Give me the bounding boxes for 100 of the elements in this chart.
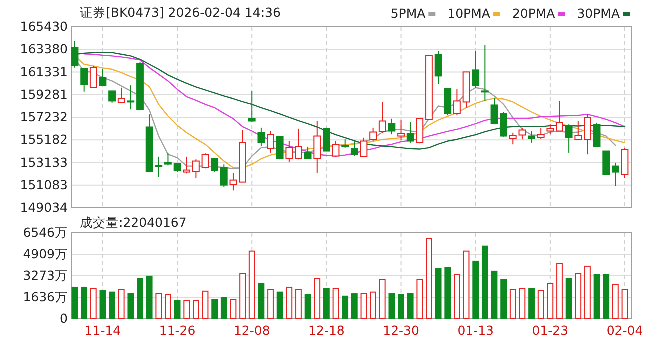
bar [314,278,321,320]
bar [510,289,516,320]
candlestick [500,112,508,138]
candlestick [612,162,620,187]
bar [332,288,340,320]
bar [137,278,144,320]
candlestick [90,66,98,88]
candlestick [118,87,126,104]
bar [90,288,97,320]
bar [407,293,414,320]
legend-label: 5PMA [390,6,426,21]
candlestick [304,146,312,160]
bar [622,289,628,320]
bar [491,270,498,320]
bar [146,276,153,320]
candlestick [127,85,135,110]
x-tick-label: 01-23 [532,322,569,338]
candlestick [528,130,536,144]
y-tick-label: 153133 [20,154,68,170]
candlestick [276,136,284,160]
legend-label: 20PMA [512,6,556,21]
legend-label: 30PMA [577,6,620,21]
candlestick [370,127,378,142]
y-tick-label: 151083 [20,177,68,192]
candlestick [80,68,88,92]
x-tick-label: 02-04 [606,322,644,338]
bar [388,293,396,320]
candlestick [406,122,414,144]
bar [612,284,619,320]
bar [276,292,284,320]
candlestick [99,68,107,87]
bar [184,300,190,320]
bar [72,286,78,320]
x-tick-label: 12-30 [383,322,420,338]
y-tick-label: 161331 [20,64,68,80]
candlestick [314,120,322,174]
y-tick-label: 4909万 [23,246,68,262]
x-tick-label: 11-26 [159,322,196,338]
bar [594,274,600,320]
bar [482,246,488,320]
candlestick [248,90,256,123]
candlestick [518,127,526,140]
bar [454,274,460,320]
candlestick [537,127,545,140]
candlestick [584,114,592,156]
candlestick [546,124,554,136]
candlestick [593,122,601,148]
candlestick [398,120,405,141]
candlestick [565,124,573,154]
bar [556,263,563,320]
bar [109,292,116,320]
candlestick [202,153,210,170]
bar [472,260,480,320]
candlestick [258,127,266,147]
y-tick-label: 1636万 [23,290,68,305]
x-tick-label: 01-13 [458,322,494,338]
candlestick [490,97,498,126]
candlestick [164,152,172,166]
candlestick [481,44,489,102]
bar [342,296,349,320]
bar [528,288,535,320]
bar [435,268,442,320]
bar [248,250,256,320]
chart-title: 成交量:22040167 [80,215,187,230]
bar [240,273,246,320]
bar [398,294,404,320]
bar [258,283,265,320]
candlestick [230,172,238,192]
bar [165,294,172,320]
bar [575,273,582,320]
candlestick [322,127,330,152]
chart-title: 证券[BK0473] 2026-02-04 14:36 [80,5,281,20]
bar [174,300,181,320]
y-tick-label: 157232 [20,110,68,124]
bar [426,238,432,320]
candlestick [350,140,358,157]
bar [519,288,526,320]
y-tick-label: 165430 [20,19,68,34]
bar [212,299,218,320]
y-tick-label: 3273万 [23,268,68,283]
bar [360,293,368,320]
y-tick-label: 155182 [20,132,68,148]
candlestick [434,50,442,86]
candlestick [211,158,219,172]
bar [370,292,377,320]
bar [351,294,358,320]
bar [230,299,237,320]
bar [584,266,591,320]
bar [566,278,572,320]
bar [304,294,312,320]
candlestick [556,100,564,132]
y-tick-label: 0 [60,311,68,326]
candlestick [472,50,480,88]
bar [192,300,200,320]
candlestick [220,164,228,188]
bar [100,290,106,320]
x-tick-label: 11-14 [84,322,122,338]
y-tick-label: 159281 [20,86,68,102]
candlestick [454,89,461,116]
bar [500,279,508,320]
